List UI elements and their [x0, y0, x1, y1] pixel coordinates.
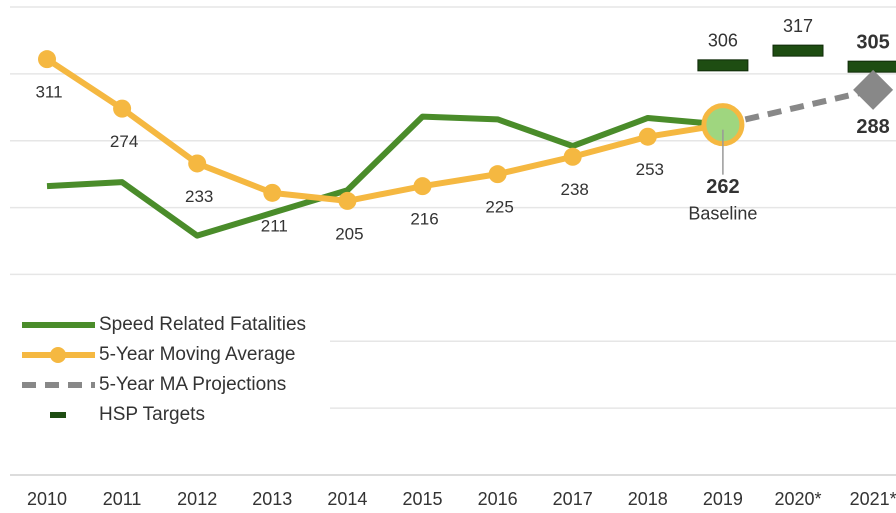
annotation: Baseline [688, 203, 757, 223]
legend-swatch-marker [50, 347, 66, 363]
data-label: 233 [185, 187, 213, 206]
baseline-value: 262 [706, 176, 739, 198]
target-bar [847, 60, 896, 73]
x-tick-label: 2021* [850, 489, 896, 509]
point [263, 183, 282, 202]
target-label: 317 [783, 16, 813, 36]
legend-swatch [50, 412, 66, 418]
x-tick-label: 2017 [553, 489, 593, 509]
data-label: 225 [485, 198, 513, 217]
point [638, 127, 657, 146]
x-tick-label: 2019 [703, 489, 743, 509]
legend-label: Speed Related Fatalities [99, 314, 306, 335]
x-tick-label: 2015 [402, 489, 442, 509]
data-label: 205 [335, 224, 363, 243]
data-label: 238 [561, 180, 589, 199]
x-tick-label: 2018 [628, 489, 668, 509]
x-tick-label: 2011 [103, 489, 142, 509]
series-line [46, 113, 724, 239]
point [188, 154, 207, 173]
legend-label: 5-Year MA Projections [99, 374, 286, 395]
point [38, 50, 56, 69]
x-tick-label: 2010 [27, 489, 67, 509]
target-label: 306 [708, 31, 738, 51]
data-label: 216 [410, 210, 438, 229]
series-line [45, 56, 724, 204]
x-tick-label: 2012 [177, 489, 217, 509]
x-tick-label: 2014 [327, 489, 367, 509]
point [413, 177, 432, 196]
series-line [722, 86, 874, 128]
target-bar [772, 44, 824, 57]
point [563, 147, 582, 166]
data-label: 311 [35, 83, 62, 102]
point [488, 165, 507, 184]
x-tick-label: 2013 [252, 489, 292, 509]
x-tick-label: 2020* [774, 489, 821, 509]
point [113, 99, 132, 118]
projection-label: 288 [856, 116, 889, 138]
legend-label: HSP Targets [99, 404, 205, 425]
legend-label: 5-Year Moving Average [99, 344, 295, 365]
target-label: 305 [856, 31, 889, 53]
data-label: 274 [110, 132, 138, 151]
point [338, 191, 357, 210]
target-bar [697, 59, 749, 72]
data-label: 211 [261, 216, 288, 235]
x-tick-label: 2016 [478, 489, 518, 509]
projection-marker [853, 69, 894, 110]
data-label: 253 [636, 160, 664, 179]
